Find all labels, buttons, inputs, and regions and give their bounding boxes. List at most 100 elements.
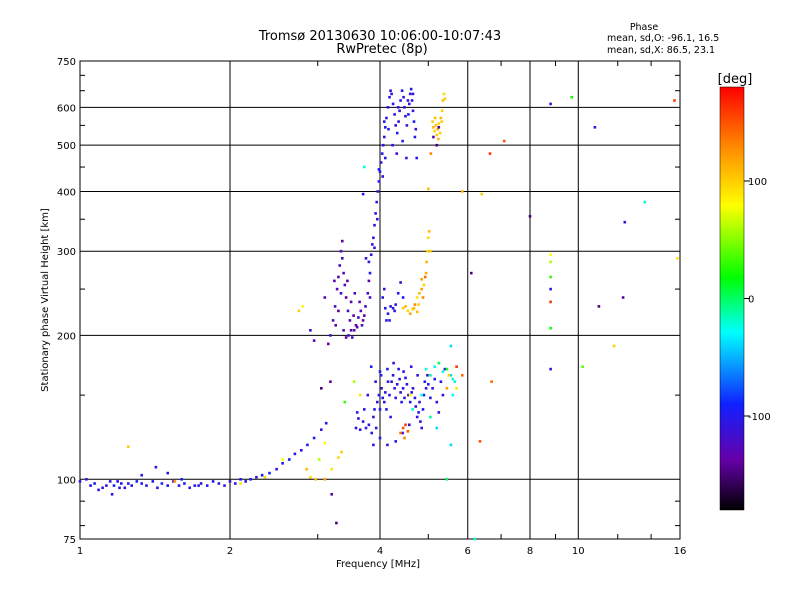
data-point <box>415 156 418 160</box>
data-point <box>363 165 366 169</box>
data-point <box>445 367 449 371</box>
data-point <box>643 200 647 204</box>
data-point <box>399 391 402 394</box>
data-point <box>455 365 458 368</box>
data-point <box>373 246 376 250</box>
data-point <box>376 400 379 404</box>
data-point <box>386 443 389 447</box>
data-point <box>361 319 365 322</box>
data-point <box>401 426 405 430</box>
data-point <box>429 396 432 400</box>
y-tick-label: 75 <box>63 535 76 546</box>
colorbar-tick-label: 100 <box>748 177 767 188</box>
data-point <box>374 426 378 430</box>
data-point <box>400 400 403 404</box>
data-point <box>621 296 625 299</box>
data-point <box>381 175 384 178</box>
data-point <box>391 102 395 106</box>
data-point <box>391 306 395 310</box>
data-point <box>379 374 383 377</box>
data-point <box>549 275 552 279</box>
colorbar-ticks: 100 0 -100 <box>744 177 771 423</box>
data-point <box>116 480 119 483</box>
data-point <box>309 329 312 332</box>
data-point <box>93 482 96 485</box>
data-point <box>383 135 386 139</box>
data-point <box>118 486 121 490</box>
data-point <box>388 95 391 99</box>
data-point <box>436 127 439 131</box>
data-point <box>453 380 456 383</box>
data-point <box>423 275 427 279</box>
data-point <box>404 305 407 308</box>
data-point <box>335 521 338 525</box>
data-point <box>281 462 284 465</box>
data-point <box>441 370 445 373</box>
data-point <box>449 344 453 348</box>
data-point <box>437 411 441 414</box>
data-point <box>422 283 426 287</box>
data-point <box>364 426 368 430</box>
data-point <box>399 99 402 102</box>
data-point <box>386 380 390 383</box>
data-point <box>381 396 384 400</box>
data-point <box>415 415 419 419</box>
data-point <box>384 306 387 310</box>
data-point <box>197 484 200 487</box>
data-point <box>415 296 419 299</box>
data-point <box>361 192 365 196</box>
data-point <box>435 400 439 404</box>
data-point <box>431 120 434 123</box>
data-point <box>437 122 441 125</box>
data-point <box>437 361 441 365</box>
x-tick-label: 4 <box>377 546 383 557</box>
data-point <box>401 431 404 435</box>
data-point <box>388 319 391 322</box>
data-point <box>411 408 414 411</box>
data-point <box>344 336 348 339</box>
data-point <box>445 387 449 390</box>
data-point <box>433 377 436 381</box>
data-point <box>398 377 401 381</box>
data-point <box>288 458 291 461</box>
data-point <box>140 473 143 477</box>
data-point <box>333 305 337 308</box>
data-point <box>378 436 382 440</box>
data-point <box>309 475 312 479</box>
data-point <box>441 393 445 397</box>
data-point <box>110 493 114 496</box>
x-axis-label: Frequency [MHz] <box>336 559 420 570</box>
data-point <box>443 97 447 101</box>
data-point <box>346 309 350 313</box>
data-point <box>329 334 332 337</box>
data-point <box>490 380 493 383</box>
grid-lines <box>80 61 680 539</box>
data-point <box>451 377 455 381</box>
data-point <box>376 190 380 193</box>
data-point <box>549 260 552 264</box>
data-point <box>347 334 350 337</box>
data-point <box>411 109 415 113</box>
data-point <box>160 482 164 485</box>
x-tick-label: 2 <box>227 546 233 557</box>
data-point <box>385 116 388 120</box>
data-point <box>301 305 305 308</box>
data-point <box>416 374 419 377</box>
data-point <box>354 426 358 430</box>
data-point <box>426 249 429 253</box>
data-point <box>112 484 116 487</box>
data-point <box>249 478 252 481</box>
data-point <box>330 467 333 471</box>
data-point <box>418 292 421 295</box>
data-point <box>366 292 370 295</box>
data-point <box>395 383 399 386</box>
data-point <box>331 319 335 322</box>
data-point <box>455 387 458 390</box>
data-point <box>424 367 428 371</box>
data-point <box>412 306 416 310</box>
data-point <box>426 374 429 377</box>
data-point <box>399 431 402 435</box>
data-point <box>335 287 339 291</box>
data-point <box>375 200 378 204</box>
data-point <box>488 152 492 155</box>
